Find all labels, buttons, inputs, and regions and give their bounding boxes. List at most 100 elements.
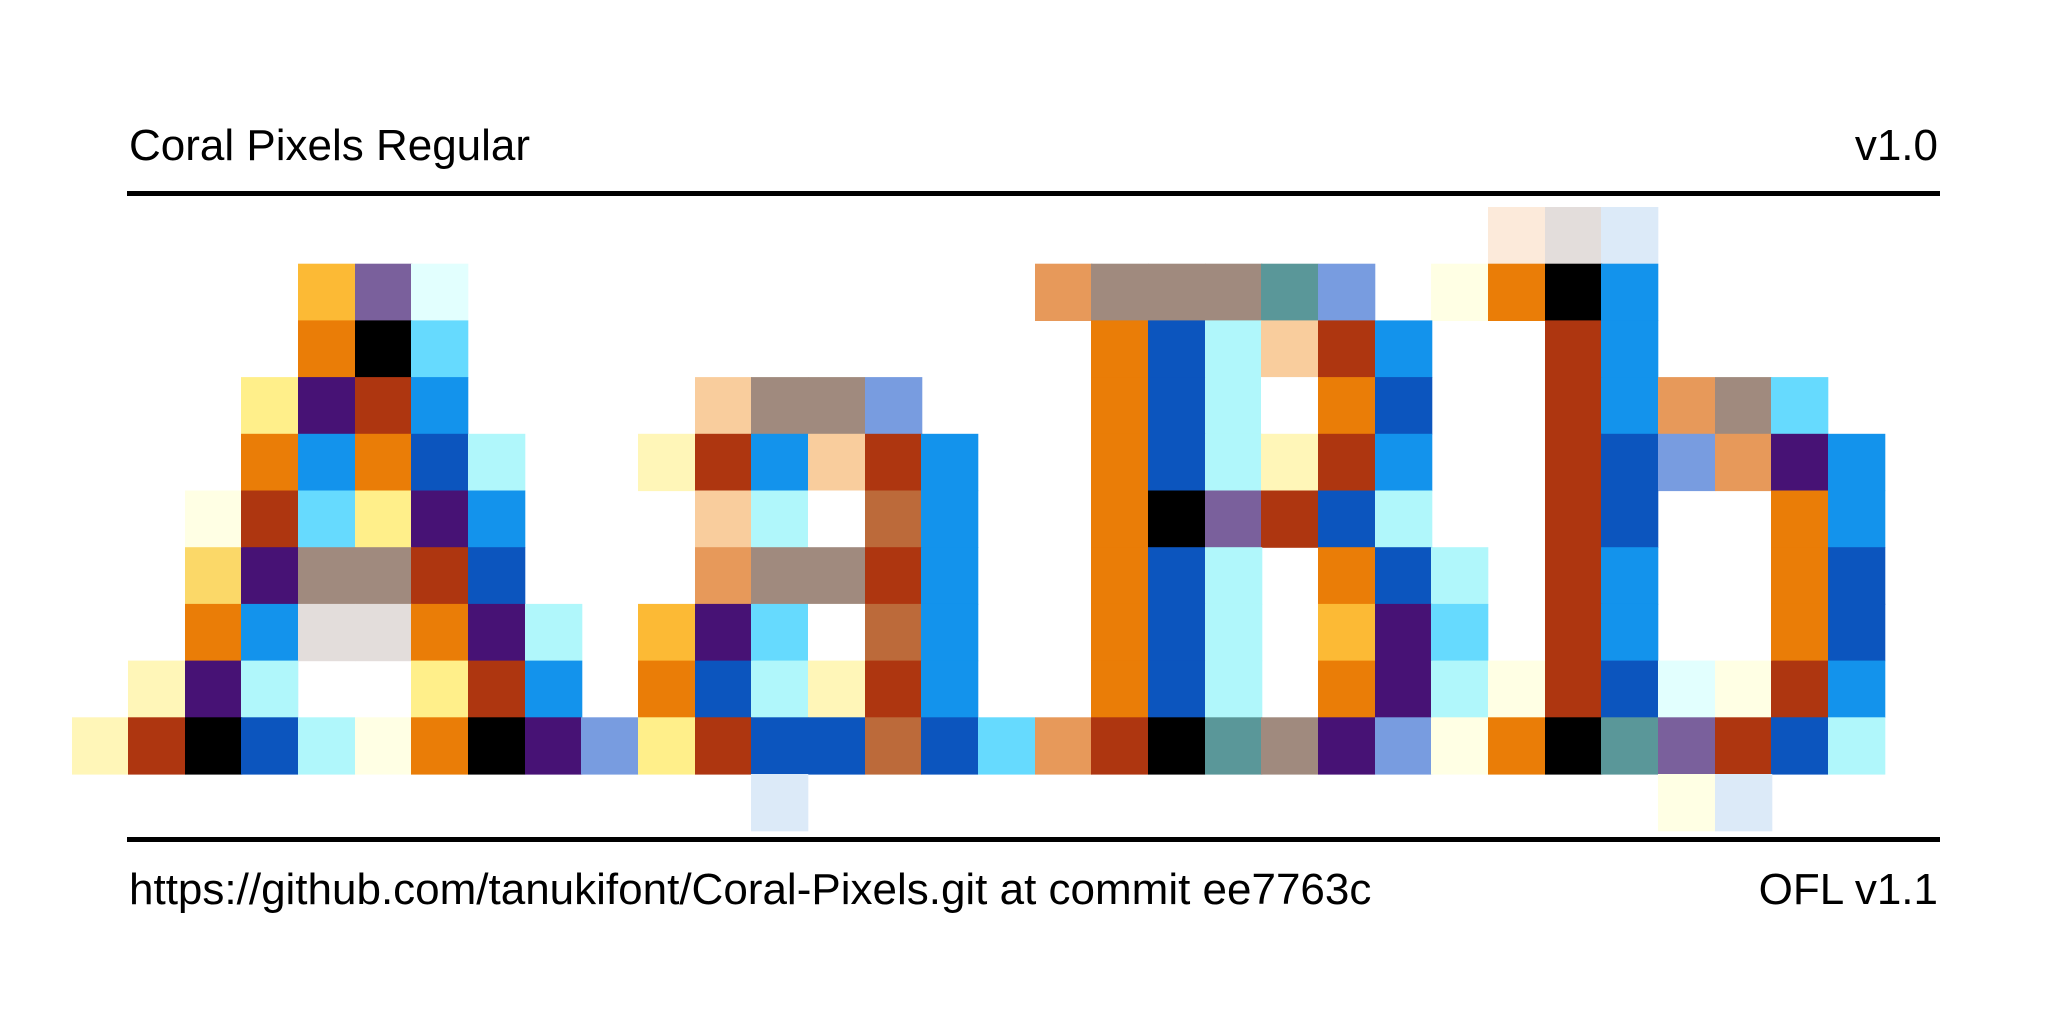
glyph-pixel — [1601, 377, 1659, 435]
glyph-pixel — [468, 547, 526, 605]
glyph-pixel — [1601, 603, 1659, 662]
glyph-pixel — [1205, 377, 1263, 435]
glyph-pixel — [1601, 263, 1659, 321]
glyph-pixel — [1715, 660, 1773, 718]
glyph-pixel — [1148, 490, 1206, 548]
glyph-pixel — [1148, 547, 1206, 605]
glyph-pixel — [1545, 377, 1603, 435]
glyph-pixel — [1148, 320, 1206, 378]
license-label: OFL v1.1 — [1758, 865, 1938, 914]
glyph-pixel — [1205, 660, 1263, 718]
glyph-pixel — [1431, 603, 1489, 662]
glyph-pixel — [1545, 320, 1603, 378]
glyph-pixel — [921, 490, 979, 548]
glyph-pixel — [1375, 547, 1433, 605]
font-version: v1.0 — [1854, 121, 1938, 170]
glyph-pixel — [1601, 433, 1659, 492]
glyph-pixel — [128, 660, 186, 718]
glyph-pixel — [1091, 660, 1149, 718]
glyph-pixel — [1771, 377, 1829, 435]
glyph-pixel — [978, 717, 1036, 775]
glyph-pixel — [1658, 377, 1716, 435]
glyph-pixel — [1205, 490, 1263, 548]
glyph-pixel — [355, 603, 413, 662]
glyph-pixel — [1771, 433, 1829, 492]
glyph-pixel — [411, 263, 469, 321]
glyph-pixel — [1205, 603, 1263, 662]
glyph-pixel — [1148, 603, 1206, 662]
glyph-pixel — [1601, 490, 1659, 548]
glyph-pixel — [695, 717, 753, 775]
glyph-pixel — [865, 433, 923, 492]
glyph-pixel — [1545, 717, 1603, 775]
glyph-pixel — [185, 547, 243, 605]
glyph-pixel — [581, 717, 639, 775]
glyph-pixel — [241, 377, 299, 435]
glyph-pixel — [921, 433, 979, 492]
glyph-pixel — [468, 433, 526, 492]
glyph-pixel — [695, 490, 753, 548]
glyph-pixel — [1488, 263, 1546, 321]
glyph-pixel — [1318, 547, 1376, 605]
glyph-pixel — [468, 717, 526, 775]
glyph-pixel — [1828, 547, 1886, 605]
glyph-pixel — [1658, 433, 1716, 492]
glyph-pixel — [638, 603, 696, 662]
source-url: https://github.com/tanukifont/Coral-Pixe… — [129, 865, 1372, 914]
glyph-pixel — [1148, 717, 1206, 775]
glyph-pixel — [865, 547, 923, 605]
glyph-pixel — [1035, 717, 1093, 775]
glyph-pixel — [865, 377, 923, 435]
glyph-pixel — [865, 603, 923, 662]
glyph-pixel — [865, 717, 923, 775]
glyph-pixel — [1148, 263, 1206, 321]
glyph-pixel — [1091, 547, 1149, 605]
glyph-pixel — [638, 660, 696, 718]
glyph-pixel — [638, 433, 696, 492]
glyph-pixel — [1601, 717, 1659, 775]
glyph-pixel — [695, 377, 753, 435]
glyph-pixel — [865, 490, 923, 548]
glyph-pixel — [1545, 433, 1603, 492]
glyph-pixel — [1431, 660, 1489, 718]
glyph-pixel — [241, 547, 299, 605]
glyph-pixel — [1488, 207, 1546, 265]
glyph-pixel — [1091, 263, 1149, 321]
glyph-pixel — [1431, 547, 1489, 605]
glyph-pixel — [751, 490, 809, 548]
glyph-pixel — [695, 547, 753, 605]
glyph-pixel — [411, 377, 469, 435]
glyph-pixel — [298, 547, 356, 605]
glyph-pixel — [1601, 547, 1659, 605]
glyph-pixel — [1261, 433, 1319, 492]
glyph-pixel — [1431, 717, 1489, 775]
glyph-pixel — [1658, 717, 1716, 775]
glyph-pixel — [411, 320, 469, 378]
glyph-pixel — [1545, 660, 1603, 718]
glyph-pixel — [241, 433, 299, 492]
glyph-pixel — [1375, 660, 1433, 718]
glyph-pixel — [468, 490, 526, 548]
glyph-pixel — [1601, 660, 1659, 718]
glyph-pixel — [185, 603, 243, 662]
glyph-pixel — [1091, 377, 1149, 435]
glyph-pixel — [751, 660, 809, 718]
glyph-pixel — [72, 717, 130, 775]
glyph-pixel — [355, 717, 413, 775]
glyph-pixel — [298, 433, 356, 492]
glyph-pixel — [1148, 433, 1206, 492]
glyph-pixel — [1091, 490, 1149, 548]
glyph-pixel — [1828, 717, 1886, 775]
glyph-pixel — [1318, 490, 1376, 548]
glyph-pixel — [1261, 377, 1319, 435]
glyph-pixel — [1318, 717, 1376, 775]
glyph-pixel — [1771, 603, 1829, 662]
glyph-pixel — [1771, 660, 1829, 718]
glyph-pixel — [241, 603, 299, 662]
glyph-pixel — [355, 263, 413, 321]
glyph-pixel — [525, 717, 583, 775]
glyph-pixel — [1148, 377, 1206, 435]
glyph-pixel — [808, 547, 866, 605]
glyph-pixel — [298, 717, 356, 775]
